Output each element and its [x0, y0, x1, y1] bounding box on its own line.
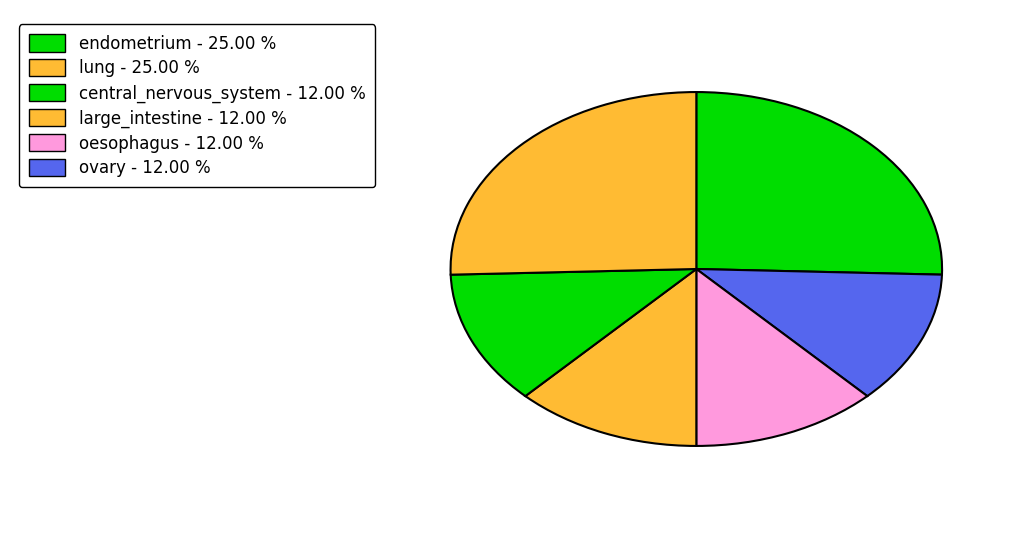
Wedge shape [696, 269, 942, 396]
Wedge shape [451, 269, 696, 396]
Wedge shape [696, 269, 867, 446]
Wedge shape [696, 92, 942, 275]
Wedge shape [451, 92, 696, 275]
Legend: endometrium - 25.00 %, lung - 25.00 %, central_nervous_system - 12.00 %, large_i: endometrium - 25.00 %, lung - 25.00 %, c… [18, 24, 376, 187]
Wedge shape [525, 269, 696, 446]
